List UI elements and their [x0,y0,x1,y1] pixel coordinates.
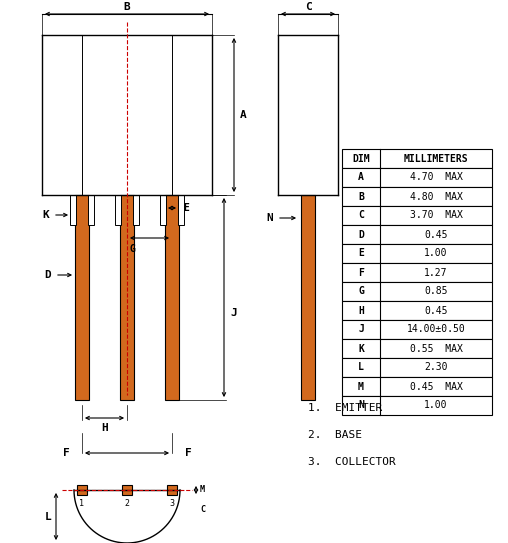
Text: J: J [230,307,237,318]
Bar [342,225,492,244]
Text: 1.27: 1.27 [424,268,448,277]
Text: K: K [358,344,364,353]
Text: 0.45: 0.45 [424,306,448,315]
Bar [115,195,121,225]
Bar [77,485,87,495]
Text: 14.00±0.50: 14.00±0.50 [406,325,465,334]
Bar [122,485,132,495]
Text: N: N [266,213,273,223]
Bar [301,195,315,400]
Text: H: H [358,306,364,315]
Bar [160,195,166,225]
Text: F: F [184,448,192,458]
Text: A: A [358,173,364,182]
Text: K: K [42,210,49,220]
Text: C: C [200,506,205,515]
Bar [342,320,492,339]
Bar [167,485,177,495]
Text: 4.80  MAX: 4.80 MAX [409,192,462,201]
Text: 1.  EMITTER: 1. EMITTER [308,403,382,413]
Text: DIM: DIM [352,154,370,163]
Bar [342,168,492,187]
Bar [342,339,492,358]
Text: M: M [358,382,364,392]
Bar [133,195,139,225]
Text: 3.  COLLECTOR: 3. COLLECTOR [308,457,396,467]
Text: C: C [305,2,311,12]
Text: H: H [101,423,108,433]
Text: B: B [123,2,131,12]
Text: L: L [358,363,364,372]
Bar [88,195,94,225]
Text: 2: 2 [124,499,130,508]
Text: E: E [183,203,189,213]
Text: 0.45: 0.45 [424,230,448,239]
Bar [178,195,184,225]
Text: MILLIMETERS: MILLIMETERS [404,154,468,163]
Bar [342,263,492,282]
Bar [165,195,179,400]
Text: G: G [130,244,136,254]
Text: L: L [44,512,51,521]
Text: E: E [358,249,364,258]
Bar [342,206,492,225]
Bar [342,377,492,396]
Bar [120,195,134,400]
Bar [342,282,492,301]
Text: J: J [358,325,364,334]
Text: 2.  BASE: 2. BASE [308,430,362,440]
Bar [342,396,492,415]
Bar [342,301,492,320]
Text: 1.00: 1.00 [424,249,448,258]
Text: B: B [358,192,364,201]
Text: D: D [358,230,364,239]
Text: M: M [200,485,205,495]
Bar [342,244,492,263]
Bar [75,195,89,400]
Text: 3.70  MAX: 3.70 MAX [409,211,462,220]
Text: 0.85: 0.85 [424,287,448,296]
Text: G: G [358,287,364,296]
Text: N: N [358,401,364,411]
Bar [342,187,492,206]
Bar [342,358,492,377]
Text: 2.30: 2.30 [424,363,448,372]
Text: 1: 1 [79,499,84,508]
Text: 0.55  MAX: 0.55 MAX [409,344,462,353]
Text: F: F [62,448,70,458]
Text: 4.70  MAX: 4.70 MAX [409,173,462,182]
Bar [342,149,492,168]
Text: C: C [358,211,364,220]
Text: 3: 3 [170,499,175,508]
Text: F: F [358,268,364,277]
Text: 1.00: 1.00 [424,401,448,411]
Bar [70,195,76,225]
Text: A: A [240,110,247,120]
Text: D: D [44,270,51,280]
Text: 0.45  MAX: 0.45 MAX [409,382,462,392]
